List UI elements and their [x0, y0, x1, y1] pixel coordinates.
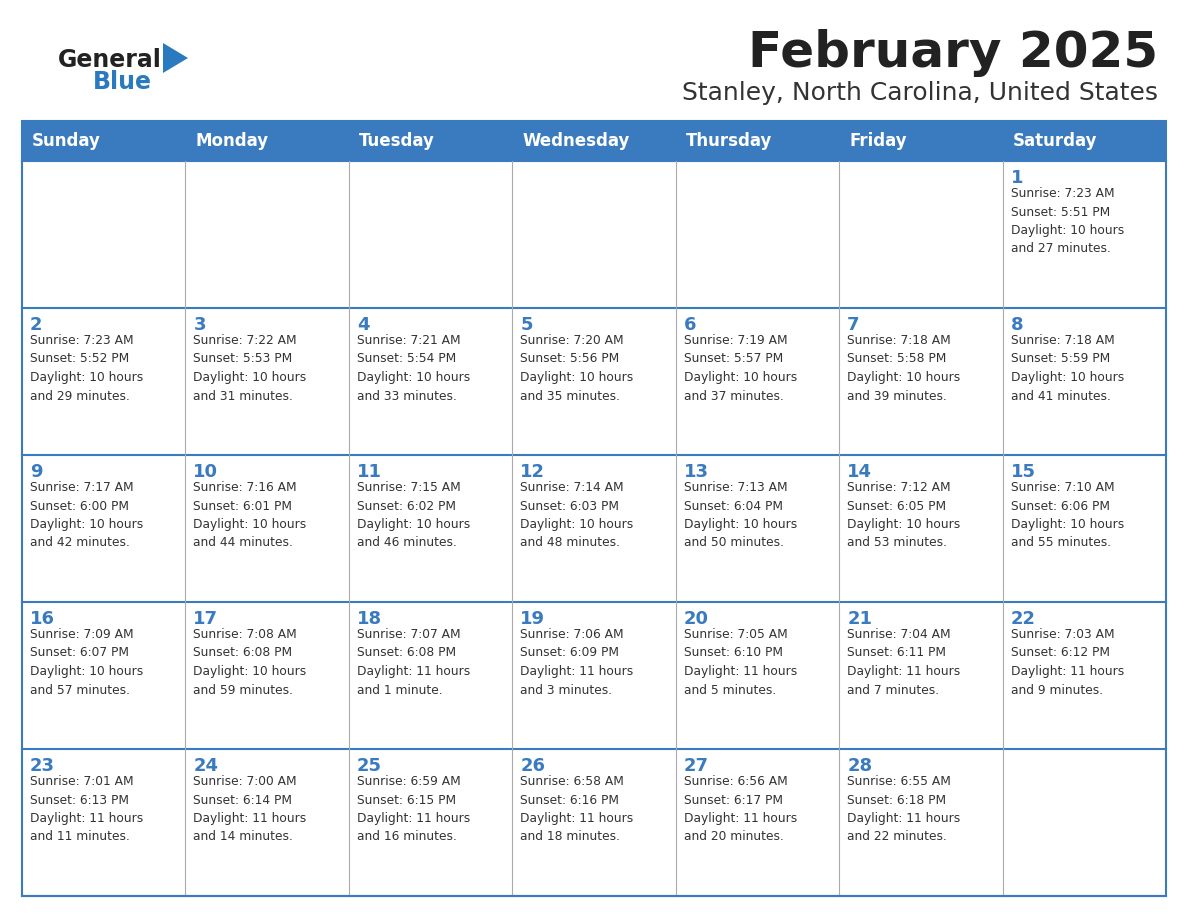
- Text: Thursday: Thursday: [685, 132, 772, 150]
- Text: 9: 9: [30, 463, 43, 481]
- Text: Stanley, North Carolina, United States: Stanley, North Carolina, United States: [682, 81, 1158, 105]
- Text: 22: 22: [1011, 610, 1036, 628]
- Text: Sunrise: 7:00 AM
Sunset: 6:14 PM
Daylight: 11 hours
and 14 minutes.: Sunrise: 7:00 AM Sunset: 6:14 PM Dayligh…: [194, 775, 307, 844]
- Text: Friday: Friday: [849, 132, 906, 150]
- Text: General: General: [58, 48, 162, 72]
- Bar: [23, 121, 1165, 161]
- Text: 10: 10: [194, 463, 219, 481]
- Text: Sunrise: 7:01 AM
Sunset: 6:13 PM
Daylight: 11 hours
and 11 minutes.: Sunrise: 7:01 AM Sunset: 6:13 PM Dayligh…: [30, 775, 144, 844]
- Text: Saturday: Saturday: [1012, 132, 1097, 150]
- Text: 11: 11: [356, 463, 381, 481]
- Text: Sunrise: 7:22 AM
Sunset: 5:53 PM
Daylight: 10 hours
and 31 minutes.: Sunrise: 7:22 AM Sunset: 5:53 PM Dayligh…: [194, 334, 307, 402]
- Text: Sunrise: 7:21 AM
Sunset: 5:54 PM
Daylight: 10 hours
and 33 minutes.: Sunrise: 7:21 AM Sunset: 5:54 PM Dayligh…: [356, 334, 470, 402]
- Text: Sunrise: 7:09 AM
Sunset: 6:07 PM
Daylight: 10 hours
and 57 minutes.: Sunrise: 7:09 AM Sunset: 6:07 PM Dayligh…: [30, 628, 144, 697]
- Text: 19: 19: [520, 610, 545, 628]
- Bar: [23, 749, 1165, 896]
- Bar: [23, 455, 1165, 602]
- Bar: [23, 602, 1165, 749]
- Text: 18: 18: [356, 610, 383, 628]
- Text: 6: 6: [684, 316, 696, 334]
- Text: Sunrise: 7:07 AM
Sunset: 6:08 PM
Daylight: 11 hours
and 1 minute.: Sunrise: 7:07 AM Sunset: 6:08 PM Dayligh…: [356, 628, 470, 697]
- Text: Sunrise: 6:59 AM
Sunset: 6:15 PM
Daylight: 11 hours
and 16 minutes.: Sunrise: 6:59 AM Sunset: 6:15 PM Dayligh…: [356, 775, 470, 844]
- Text: Sunrise: 7:16 AM
Sunset: 6:01 PM
Daylight: 10 hours
and 44 minutes.: Sunrise: 7:16 AM Sunset: 6:01 PM Dayligh…: [194, 481, 307, 550]
- Text: 26: 26: [520, 757, 545, 775]
- Text: 14: 14: [847, 463, 872, 481]
- Text: Sunrise: 7:12 AM
Sunset: 6:05 PM
Daylight: 10 hours
and 53 minutes.: Sunrise: 7:12 AM Sunset: 6:05 PM Dayligh…: [847, 481, 960, 550]
- Text: Tuesday: Tuesday: [359, 132, 435, 150]
- Text: 1: 1: [1011, 169, 1023, 187]
- Bar: [23, 161, 1165, 308]
- Text: Sunrise: 7:06 AM
Sunset: 6:09 PM
Daylight: 11 hours
and 3 minutes.: Sunrise: 7:06 AM Sunset: 6:09 PM Dayligh…: [520, 628, 633, 697]
- Text: Sunday: Sunday: [32, 132, 101, 150]
- Text: Sunrise: 7:18 AM
Sunset: 5:58 PM
Daylight: 10 hours
and 39 minutes.: Sunrise: 7:18 AM Sunset: 5:58 PM Dayligh…: [847, 334, 960, 402]
- Bar: [23, 121, 1165, 896]
- Text: February 2025: February 2025: [748, 29, 1158, 77]
- Text: 24: 24: [194, 757, 219, 775]
- Text: Sunrise: 7:03 AM
Sunset: 6:12 PM
Daylight: 11 hours
and 9 minutes.: Sunrise: 7:03 AM Sunset: 6:12 PM Dayligh…: [1011, 628, 1124, 697]
- Text: Sunrise: 7:15 AM
Sunset: 6:02 PM
Daylight: 10 hours
and 46 minutes.: Sunrise: 7:15 AM Sunset: 6:02 PM Dayligh…: [356, 481, 470, 550]
- Text: 20: 20: [684, 610, 709, 628]
- Text: Sunrise: 7:19 AM
Sunset: 5:57 PM
Daylight: 10 hours
and 37 minutes.: Sunrise: 7:19 AM Sunset: 5:57 PM Dayligh…: [684, 334, 797, 402]
- Text: Sunrise: 7:13 AM
Sunset: 6:04 PM
Daylight: 10 hours
and 50 minutes.: Sunrise: 7:13 AM Sunset: 6:04 PM Dayligh…: [684, 481, 797, 550]
- Text: 28: 28: [847, 757, 872, 775]
- Text: 17: 17: [194, 610, 219, 628]
- Text: 16: 16: [30, 610, 55, 628]
- Text: 4: 4: [356, 316, 369, 334]
- Text: 23: 23: [30, 757, 55, 775]
- Text: Sunrise: 7:20 AM
Sunset: 5:56 PM
Daylight: 10 hours
and 35 minutes.: Sunrise: 7:20 AM Sunset: 5:56 PM Dayligh…: [520, 334, 633, 402]
- Text: 12: 12: [520, 463, 545, 481]
- Polygon shape: [163, 43, 188, 73]
- Text: Sunrise: 7:08 AM
Sunset: 6:08 PM
Daylight: 10 hours
and 59 minutes.: Sunrise: 7:08 AM Sunset: 6:08 PM Dayligh…: [194, 628, 307, 697]
- Text: Sunrise: 7:17 AM
Sunset: 6:00 PM
Daylight: 10 hours
and 42 minutes.: Sunrise: 7:17 AM Sunset: 6:00 PM Dayligh…: [30, 481, 144, 550]
- Text: 2: 2: [30, 316, 43, 334]
- Text: Sunrise: 6:55 AM
Sunset: 6:18 PM
Daylight: 11 hours
and 22 minutes.: Sunrise: 6:55 AM Sunset: 6:18 PM Dayligh…: [847, 775, 960, 844]
- Text: Wednesday: Wednesday: [523, 132, 630, 150]
- Text: 8: 8: [1011, 316, 1023, 334]
- Text: 13: 13: [684, 463, 709, 481]
- Text: Sunrise: 7:23 AM
Sunset: 5:52 PM
Daylight: 10 hours
and 29 minutes.: Sunrise: 7:23 AM Sunset: 5:52 PM Dayligh…: [30, 334, 144, 402]
- Text: Sunrise: 7:04 AM
Sunset: 6:11 PM
Daylight: 11 hours
and 7 minutes.: Sunrise: 7:04 AM Sunset: 6:11 PM Dayligh…: [847, 628, 960, 697]
- Text: Sunrise: 6:58 AM
Sunset: 6:16 PM
Daylight: 11 hours
and 18 minutes.: Sunrise: 6:58 AM Sunset: 6:16 PM Dayligh…: [520, 775, 633, 844]
- Text: Blue: Blue: [93, 70, 152, 94]
- Text: Sunrise: 7:23 AM
Sunset: 5:51 PM
Daylight: 10 hours
and 27 minutes.: Sunrise: 7:23 AM Sunset: 5:51 PM Dayligh…: [1011, 187, 1124, 255]
- Text: 5: 5: [520, 316, 532, 334]
- Text: 3: 3: [194, 316, 206, 334]
- Text: 27: 27: [684, 757, 709, 775]
- Text: Monday: Monday: [196, 132, 268, 150]
- Text: 15: 15: [1011, 463, 1036, 481]
- Text: Sunrise: 6:56 AM
Sunset: 6:17 PM
Daylight: 11 hours
and 20 minutes.: Sunrise: 6:56 AM Sunset: 6:17 PM Dayligh…: [684, 775, 797, 844]
- Text: Sunrise: 7:18 AM
Sunset: 5:59 PM
Daylight: 10 hours
and 41 minutes.: Sunrise: 7:18 AM Sunset: 5:59 PM Dayligh…: [1011, 334, 1124, 402]
- Text: Sunrise: 7:05 AM
Sunset: 6:10 PM
Daylight: 11 hours
and 5 minutes.: Sunrise: 7:05 AM Sunset: 6:10 PM Dayligh…: [684, 628, 797, 697]
- Bar: [23, 308, 1165, 455]
- Text: 25: 25: [356, 757, 381, 775]
- Text: 7: 7: [847, 316, 860, 334]
- Text: 21: 21: [847, 610, 872, 628]
- Text: Sunrise: 7:10 AM
Sunset: 6:06 PM
Daylight: 10 hours
and 55 minutes.: Sunrise: 7:10 AM Sunset: 6:06 PM Dayligh…: [1011, 481, 1124, 550]
- Text: Sunrise: 7:14 AM
Sunset: 6:03 PM
Daylight: 10 hours
and 48 minutes.: Sunrise: 7:14 AM Sunset: 6:03 PM Dayligh…: [520, 481, 633, 550]
